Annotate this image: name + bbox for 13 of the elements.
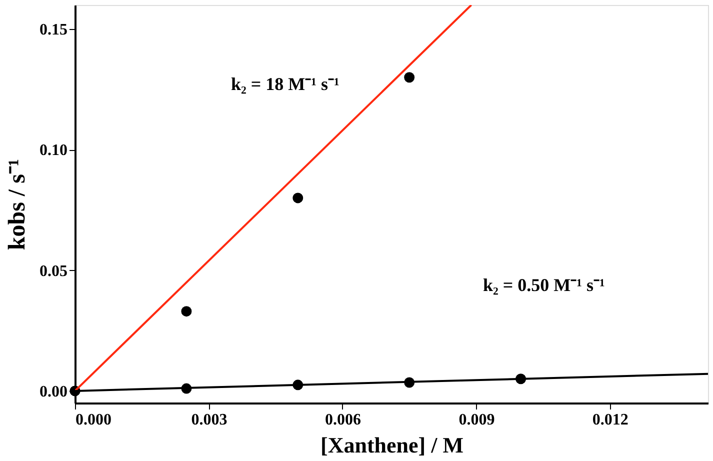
y-axis-title: kobs / s⁻¹ — [4, 158, 30, 250]
x-tick-label: 0.006 — [324, 412, 361, 428]
x-tick-label: 0.012 — [592, 412, 628, 428]
y-tick-label: 0.10 — [40, 142, 68, 160]
x-tick-label: 0.009 — [458, 412, 495, 428]
x-tick-label: 0.000 — [76, 412, 112, 428]
x-tick-label: 0.003 — [191, 412, 228, 428]
y-tick-label: 0.15 — [40, 22, 68, 39]
annotation: k₂ = 18 M⁻¹ s⁻¹ — [231, 74, 340, 94]
y-tick-label: 0.05 — [40, 262, 68, 280]
x-axis-title: [Xanthene] / M — [320, 432, 464, 458]
annotation: k₂ = 0.50 M⁻¹ s⁻¹ — [483, 275, 605, 296]
y-tick-label: 0.00 — [40, 383, 68, 400]
